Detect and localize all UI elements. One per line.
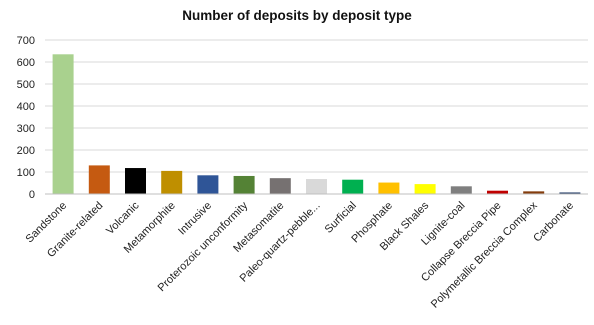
bar-sandstone — [52, 54, 74, 194]
bar-carbonate — [559, 192, 581, 194]
bar-proterozoic-unconformity — [233, 175, 255, 194]
y-tick-label: 200 — [17, 145, 35, 157]
y-tick-label: 600 — [17, 57, 35, 69]
y-axis-tick-labels: 0 100 200 300 400 500 600 700 — [17, 35, 35, 201]
bars — [52, 54, 581, 194]
bar-granite-related — [88, 165, 110, 194]
y-tick-label: 700 — [17, 35, 35, 47]
bar-collapse-breccia-pipe — [487, 190, 508, 194]
bar-surficial — [342, 179, 364, 194]
bar-polymetallic-breccia-complex — [523, 191, 545, 194]
bar-metasomatite — [269, 178, 291, 194]
y-tick-label: 300 — [17, 123, 35, 135]
x-category-label: Surficial — [323, 200, 359, 236]
bar-metamorphite — [161, 170, 183, 194]
bar-lignite-coal — [450, 186, 472, 194]
y-tick-label: 500 — [17, 79, 35, 91]
gridlines — [45, 39, 588, 173]
bar-intrusive — [197, 175, 219, 194]
y-tick-label: 100 — [17, 167, 35, 179]
bar-black-shales — [414, 184, 436, 194]
x-axis-category-labels: SandstoneGranite-relatedVolcanicMetamorp… — [24, 199, 576, 310]
y-tick-label: 0 — [29, 189, 35, 201]
bar-paleo-quartz-pebble — [306, 179, 327, 194]
chart-title: Number of deposits by deposit type — [182, 8, 412, 23]
bar-volcanic — [125, 168, 146, 194]
bar-phosphate — [378, 182, 400, 194]
y-tick-label: 400 — [17, 101, 35, 113]
